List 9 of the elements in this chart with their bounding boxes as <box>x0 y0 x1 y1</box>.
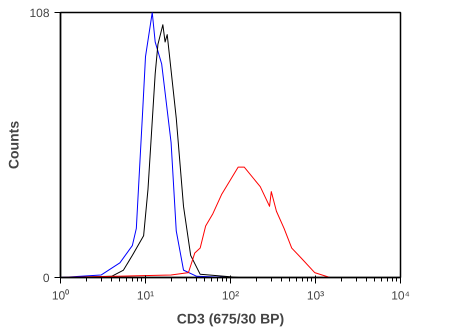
x-tick-label: 10³ <box>306 288 324 302</box>
y-tick-label: 0 <box>42 271 50 285</box>
x-tick-label: 10⁰ <box>52 288 70 302</box>
x-axis-title: CD3 (675/30 BP) <box>176 310 284 326</box>
x-tick-label: 10¹ <box>136 288 154 302</box>
x-tick-label: 10⁴ <box>391 288 410 302</box>
y-axis-title: Counts <box>5 120 22 170</box>
x-tick-label: 10² <box>222 288 240 302</box>
y-tick-label: 108 <box>29 6 50 20</box>
